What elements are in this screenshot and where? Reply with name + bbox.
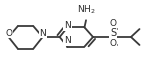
Text: S: S bbox=[110, 28, 116, 38]
Text: O: O bbox=[110, 19, 117, 28]
Text: NH$_2$: NH$_2$ bbox=[78, 3, 96, 16]
Text: N: N bbox=[64, 21, 71, 30]
Text: N: N bbox=[39, 29, 46, 38]
Text: O: O bbox=[5, 29, 12, 38]
Text: N: N bbox=[64, 36, 71, 45]
Text: O: O bbox=[110, 39, 117, 48]
